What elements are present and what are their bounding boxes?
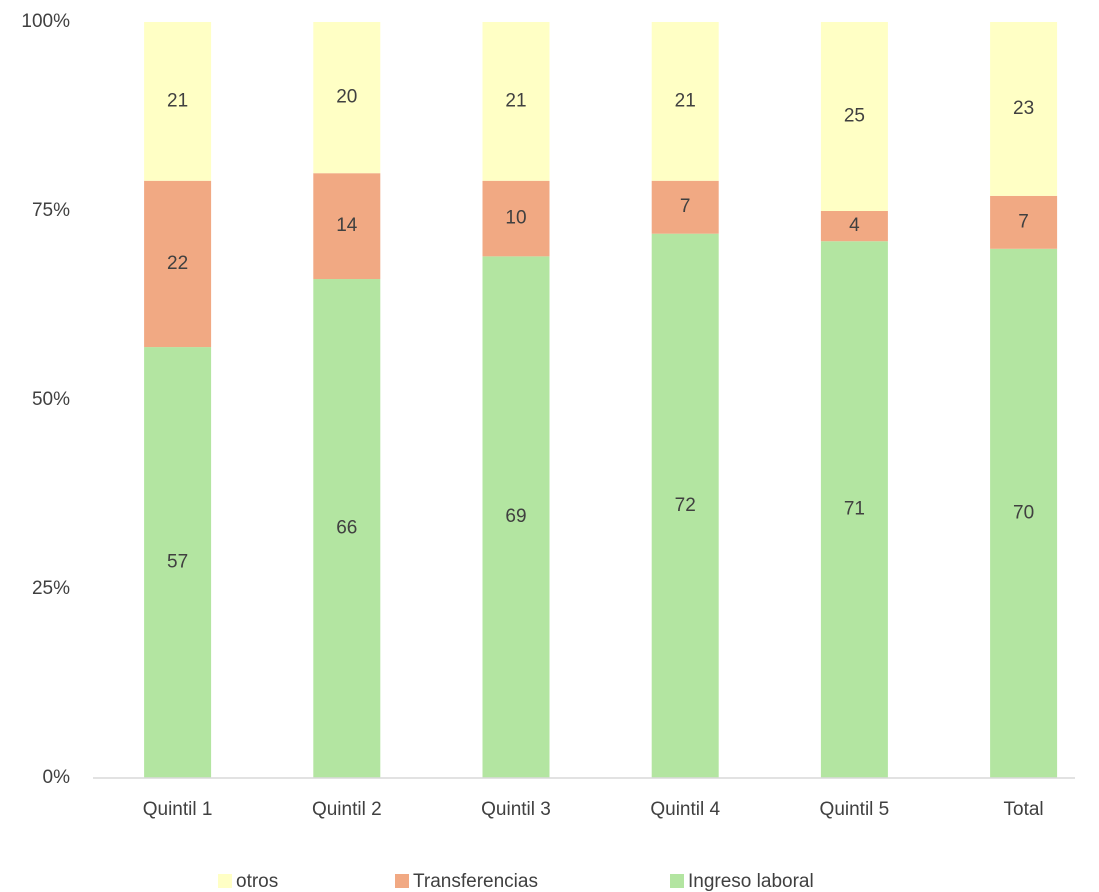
data-label: 7 <box>1018 211 1029 232</box>
y-tick-label: 50% <box>32 389 70 410</box>
bar-segment <box>651 233 719 778</box>
data-label: 10 <box>505 208 526 229</box>
y-tick-label: 0% <box>43 767 71 788</box>
data-label: 70 <box>1013 502 1034 523</box>
bar-segment <box>651 22 719 181</box>
legend-swatch <box>670 874 684 888</box>
x-tick-label: Total <box>1004 799 1044 820</box>
bar-segment <box>482 256 550 778</box>
x-tick-label: Quintil 4 <box>650 799 720 820</box>
legend-label: Transferencias <box>413 871 538 892</box>
data-label: 57 <box>167 552 188 573</box>
bar-segment <box>313 22 381 174</box>
data-label: 21 <box>675 90 696 111</box>
data-label: 25 <box>844 106 865 127</box>
data-label: 66 <box>336 518 357 539</box>
bar-segment <box>144 347 212 778</box>
y-tick-label: 100% <box>21 11 70 32</box>
x-tick-label: Quintil 1 <box>143 799 213 820</box>
data-label: 21 <box>167 90 188 111</box>
bar-segment <box>990 195 1058 249</box>
data-label: 72 <box>675 495 696 516</box>
bar-segment <box>482 22 550 181</box>
bar-segment <box>990 248 1058 779</box>
data-label: 7 <box>680 196 691 217</box>
bar-segment <box>820 241 888 779</box>
data-label: 4 <box>849 215 860 236</box>
legend-label: otros <box>236 871 278 892</box>
legend-label: Ingreso laboral <box>688 871 814 892</box>
bar-segment <box>820 22 888 211</box>
bar-segment <box>144 22 212 181</box>
bar-segment <box>313 279 381 778</box>
bar-segment <box>482 180 550 257</box>
x-tick-label: Quintil 5 <box>820 799 890 820</box>
legend-swatch <box>395 874 409 888</box>
data-label: 20 <box>336 87 357 108</box>
data-label: 22 <box>167 253 188 274</box>
bar-segment <box>651 180 719 234</box>
data-label: 14 <box>336 215 358 236</box>
data-label: 23 <box>1013 98 1034 119</box>
data-label: 21 <box>505 90 526 111</box>
y-tick-label: 75% <box>32 200 70 221</box>
bar-segment <box>820 211 888 242</box>
x-tick-label: Quintil 2 <box>312 799 382 820</box>
bar-segment <box>144 180 212 348</box>
bar-segment <box>990 22 1058 196</box>
x-tick-label: Quintil 3 <box>481 799 551 820</box>
bar-segment <box>313 173 381 280</box>
data-label: 69 <box>505 506 526 527</box>
y-tick-label: 25% <box>32 578 70 599</box>
legend-swatch <box>218 874 232 888</box>
data-label: 71 <box>844 499 865 520</box>
